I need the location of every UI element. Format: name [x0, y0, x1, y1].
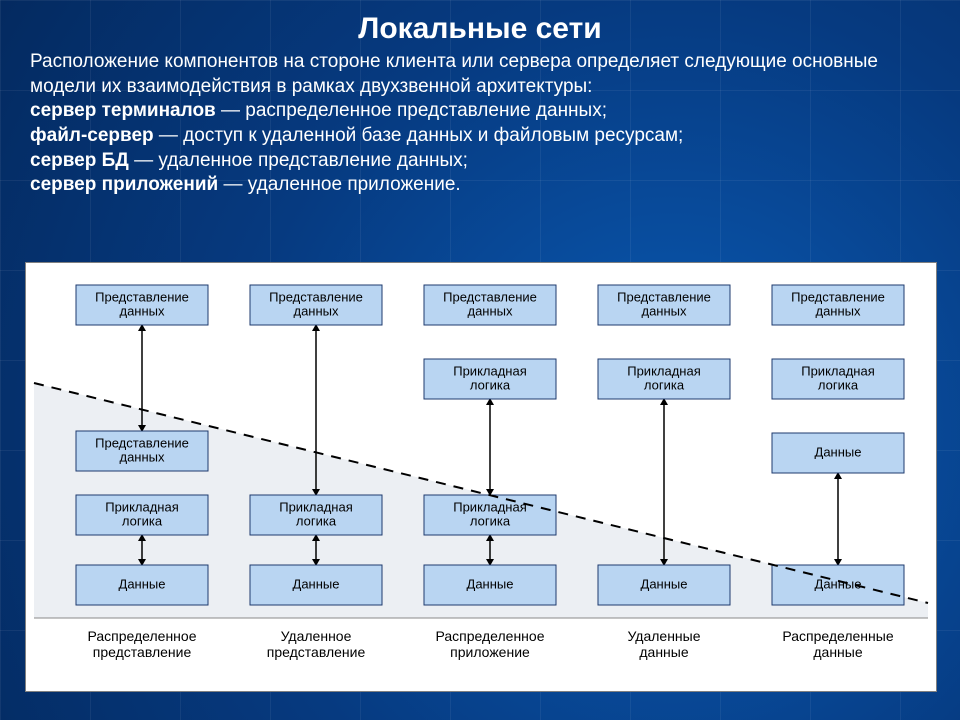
svg-text:Прикладная: Прикладная [105, 499, 179, 514]
svg-text:данных: данных [641, 303, 687, 318]
svg-text:Распределенное: Распределенное [88, 628, 197, 644]
svg-text:представление: представление [93, 644, 192, 660]
svg-text:логика: логика [818, 377, 859, 392]
svg-text:Представление: Представление [269, 289, 363, 304]
svg-text:данных: данных [119, 449, 165, 464]
svg-text:Данные: Данные [815, 576, 862, 591]
intro-block: Расположение компонентов на стороне клие… [0, 46, 960, 198]
svg-text:Данные: Данные [815, 444, 862, 459]
svg-text:приложение: приложение [450, 644, 530, 660]
svg-text:Данные: Данные [119, 576, 166, 591]
intro-text: Расположение компонентов на стороне клие… [30, 50, 930, 99]
svg-text:Прикладная: Прикладная [801, 363, 875, 378]
svg-text:Представление: Представление [95, 435, 189, 450]
svg-text:Представление: Представление [95, 289, 189, 304]
bullet-3: сервер БД — удаленное представление данн… [30, 149, 930, 174]
svg-text:Прикладная: Прикладная [279, 499, 353, 514]
diagram-panel: ПредставлениеданныхПредставлениеданныхПр… [25, 262, 937, 692]
svg-text:Представление: Представление [617, 289, 711, 304]
svg-text:Прикладная: Прикладная [453, 363, 527, 378]
svg-text:Распределенные: Распределенные [782, 628, 893, 644]
svg-text:представление: представление [267, 644, 366, 660]
svg-text:данных: данных [467, 303, 513, 318]
svg-text:Представление: Представление [443, 289, 537, 304]
svg-text:Данные: Данные [641, 576, 688, 591]
svg-text:данные: данные [813, 644, 862, 660]
svg-text:логика: логика [470, 377, 511, 392]
svg-text:логика: логика [470, 513, 511, 528]
bullet-2: файл-сервер — доступ к удаленной базе да… [30, 124, 930, 149]
architecture-diagram: ПредставлениеданныхПредставлениеданныхПр… [26, 263, 936, 691]
svg-text:данных: данных [293, 303, 339, 318]
bullet-4: сервер приложений — удаленное приложение… [30, 173, 930, 198]
svg-text:Прикладная: Прикладная [627, 363, 701, 378]
svg-text:Прикладная: Прикладная [453, 499, 527, 514]
svg-text:данных: данных [119, 303, 165, 318]
svg-text:данные: данные [639, 644, 688, 660]
svg-text:логика: логика [644, 377, 685, 392]
page-title: Локальные сети [0, 0, 960, 46]
svg-text:данных: данных [815, 303, 861, 318]
svg-text:Данные: Данные [293, 576, 340, 591]
bullet-1: сервер терминалов — распределенное предс… [30, 99, 930, 124]
svg-text:Данные: Данные [467, 576, 514, 591]
svg-text:логика: логика [296, 513, 337, 528]
svg-text:Распределенное: Распределенное [436, 628, 545, 644]
svg-text:Удаленные: Удаленные [627, 628, 700, 644]
svg-text:Удаленное: Удаленное [281, 628, 352, 644]
svg-text:логика: логика [122, 513, 163, 528]
svg-text:Представление: Представление [791, 289, 885, 304]
